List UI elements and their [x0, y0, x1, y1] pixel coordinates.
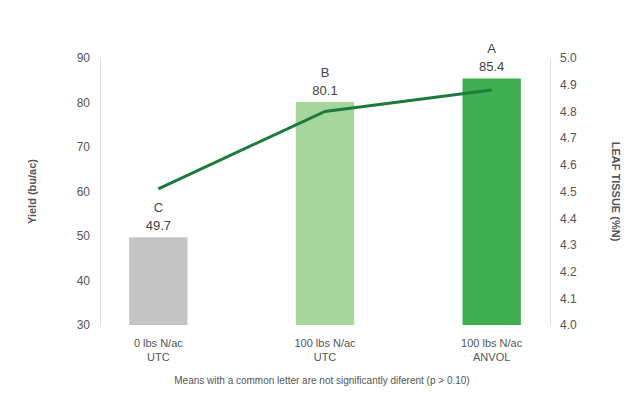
- x-tick-label-line: UTC: [147, 351, 170, 363]
- y2-tick-label: 4.0: [560, 318, 577, 332]
- y-tick-label: 70: [77, 140, 91, 154]
- y-axis-title: Yield (bu/ac): [26, 159, 38, 224]
- y2-tick-label: 4.5: [560, 185, 577, 199]
- footnote: Means with a common letter are not signi…: [174, 375, 469, 386]
- chart: 304050607080904.04.14.24.34.44.54.64.74.…: [0, 0, 639, 405]
- x-tick-label-line: 100 lbs N/ac: [461, 337, 523, 349]
- y-tick-label: 60: [77, 185, 91, 199]
- x-tick-label-line: 100 lbs N/ac: [294, 337, 356, 349]
- y-tick: 40: [77, 274, 100, 288]
- y-tick: 70: [77, 140, 100, 154]
- significance-letter: B: [321, 65, 330, 80]
- y-axis-line: [100, 59, 101, 326]
- y-tick: 60: [77, 185, 100, 199]
- significance-letter: A: [487, 41, 496, 56]
- labels: 49.7 C 80.1 B 85.4 A: [146, 41, 505, 233]
- y-tick-label: 30: [77, 318, 91, 332]
- x-tick-label: 0 lbs N/ac UTC: [134, 337, 183, 363]
- line: [158, 90, 491, 189]
- y-tick: 90: [77, 51, 100, 65]
- y2-tick-label: 4.2: [560, 265, 577, 279]
- y2-tick: 5.0: [550, 51, 577, 65]
- y2-tick: 4.6: [550, 158, 577, 172]
- x-tick-label: 100 lbs N/ac UTC: [294, 337, 356, 363]
- y2-tick-label: 4.4: [560, 212, 577, 226]
- y2-tick: 4.1: [550, 292, 577, 306]
- y2-tick-label: 5.0: [560, 51, 577, 65]
- x-tick-label-line: UTC: [314, 351, 337, 363]
- bar: [296, 102, 354, 325]
- x-tick-label-line: 0 lbs N/ac: [134, 337, 183, 349]
- y2-tick-label: 4.7: [560, 131, 577, 145]
- significance-letter: C: [154, 200, 163, 215]
- y-tick: 30: [77, 318, 100, 332]
- x-tick-label: 100 lbs N/ac ANVOL: [461, 337, 523, 363]
- data-label: 80.1: [312, 83, 337, 98]
- x-tick: 0 lbs N/ac UTC: [134, 325, 183, 363]
- y-tick-label: 80: [77, 96, 91, 110]
- bar: [129, 237, 187, 325]
- y2-tick: 4.0: [550, 318, 577, 332]
- y2-tick: 4.9: [550, 78, 577, 92]
- y2-tick: 4.7: [550, 131, 577, 145]
- y2-tick-label: 4.9: [560, 78, 577, 92]
- plot-area: [129, 78, 521, 325]
- y2-axis-line: [550, 59, 551, 326]
- y2-tick: 4.4: [550, 212, 577, 226]
- y-tick: 80: [77, 96, 100, 110]
- y2-tick-label: 4.6: [560, 158, 577, 172]
- y-tick-label: 50: [77, 229, 91, 243]
- y2-tick: 4.2: [550, 265, 577, 279]
- data-label: 85.4: [479, 59, 504, 74]
- y2-tick-label: 4.8: [560, 105, 577, 119]
- bar: [463, 78, 521, 325]
- y-tick-label: 90: [77, 51, 91, 65]
- data-label: 49.7: [146, 218, 171, 233]
- x-tick-label-line: ANVOL: [473, 351, 510, 363]
- y2-tick: 4.3: [550, 238, 577, 252]
- y-tick-label: 40: [77, 274, 91, 288]
- x-tick: 100 lbs N/ac UTC: [294, 325, 356, 363]
- y-axis: 30 40 50 60 70 80 90: [77, 51, 101, 332]
- y2-axis: 4.0 4.1 4.2 4.3 4.4 4.5 4.6 4.7 4.8 4.9 5.0: [550, 51, 577, 332]
- x-axis: 0 lbs N/acUTC100 lbs N/acUTC100 lbs N/ac…: [134, 325, 523, 363]
- y2-tick: 4.5: [550, 185, 577, 199]
- y2-tick-label: 4.3: [560, 238, 577, 252]
- y2-tick: 4.8: [550, 105, 577, 119]
- y2-tick-label: 4.1: [560, 292, 577, 306]
- x-tick: 100 lbs N/ac ANVOL: [461, 325, 523, 363]
- y-tick: 50: [77, 229, 100, 243]
- y2-axis-title: LEAF TISSUE (%N): [610, 142, 622, 242]
